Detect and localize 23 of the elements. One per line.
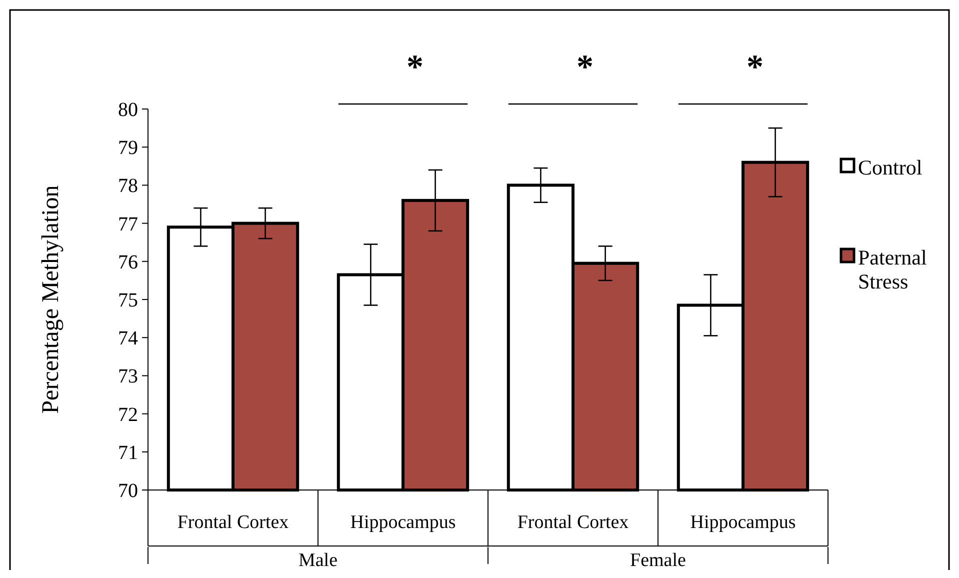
legend-label: Paternal Stress — [858, 245, 927, 294]
y-tick-label: 75 — [118, 290, 138, 312]
x-tick-label: Hippocampus — [350, 512, 456, 533]
y-tick-label: 71 — [118, 442, 138, 464]
text: Female — [630, 550, 686, 571]
y-tick-label: 79 — [118, 137, 138, 160]
y-tick-label: 80 — [118, 99, 138, 121]
y-tick-label: 76 — [118, 251, 138, 274]
x-tick-label: Hippocampus — [690, 512, 796, 533]
text: * — [406, 49, 424, 86]
y-tick-label: 77 — [118, 213, 138, 236]
text: Male — [298, 550, 338, 571]
y-tick-label: 70 — [118, 480, 138, 502]
y-tick-label: 72 — [118, 404, 138, 426]
y-tick-label: 74 — [118, 328, 138, 350]
y-tick-label: 73 — [118, 366, 138, 388]
x-tick-label: Frontal Cortex — [177, 512, 290, 533]
text: * — [746, 49, 764, 86]
x-tick-label: Frontal Cortex — [517, 512, 630, 533]
y-axis-title: Percentage Methylation — [38, 185, 64, 414]
text: * — [576, 49, 594, 86]
y-tick-label: 78 — [118, 175, 138, 198]
legend-label: Control — [858, 155, 922, 180]
